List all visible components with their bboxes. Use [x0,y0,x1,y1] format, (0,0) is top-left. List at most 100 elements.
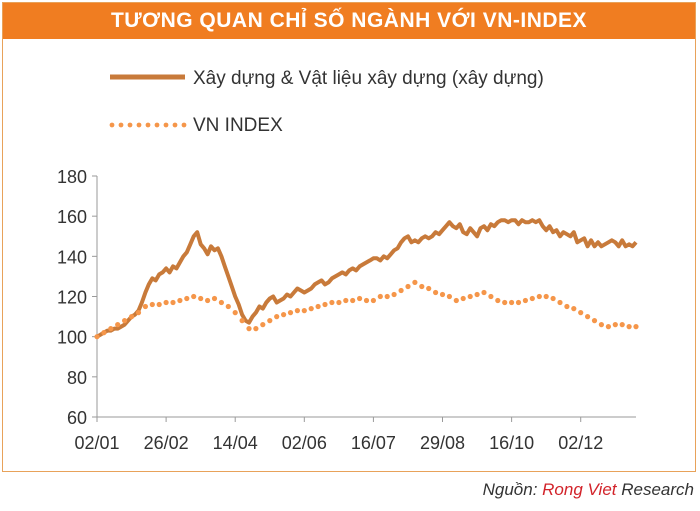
x-tick-label: 02/12 [558,433,603,453]
legend-dot [172,122,178,128]
vnindex-point [246,326,252,332]
vnindex-point [232,310,238,316]
title-bar: TƯƠNG QUAN CHỈ SỐ NGÀNH VỚI VN-INDEX [3,3,695,39]
vnindex-point [191,293,197,300]
vnindex-point [301,308,307,314]
vnindex-point [363,297,370,304]
vnindex-point [156,301,162,308]
vnindex-point [446,293,452,300]
vnindex-point [605,324,612,330]
vnindex-point [495,297,501,304]
vnindex-point [198,295,204,302]
legend-label-vnindex: VN INDEX [193,115,283,136]
vnindex-point [557,299,563,306]
vnindex-point [135,310,142,316]
vnindex-point [308,306,314,312]
vnindex-point [439,291,446,298]
vnindex-point [336,299,342,306]
series-line-construction [96,218,638,339]
vnindex-point [412,279,418,285]
legend-dot [154,122,160,128]
vnindex-point [536,293,542,300]
vnindex-point [108,326,114,332]
vnindex-point [149,301,155,308]
vnindex-point [294,308,300,314]
vnindex-point [460,295,466,302]
legend-dot [118,122,124,128]
vnindex-point [357,295,363,302]
vnindex-point [315,303,321,310]
series [94,218,639,340]
vnindex-point [225,303,231,310]
legend-line-dotted [109,122,187,128]
vnindex-point [550,295,556,302]
chart-title: TƯƠNG QUAN CHỈ SỐ NGÀNH VỚI VN-INDEX [110,9,588,32]
vnindex-point [322,301,328,308]
vnindex-point [626,324,632,330]
vnindex-point [509,299,515,306]
legend-dot [145,122,151,128]
vnindex-point [274,314,280,320]
vnindex-point [377,293,383,300]
y-tick-label: 140 [57,247,87,267]
vnindex-point [239,318,245,324]
vnindex-point [384,293,390,300]
y-tick-label: 180 [57,167,87,187]
vnindex-point [122,318,128,324]
vnindex-point [260,322,266,328]
x-tick-label: 29/08 [420,433,465,453]
vnindex-point [129,314,135,320]
vnindex-point [474,291,480,298]
vnindex-point [218,299,224,306]
source-prefix: Nguồn: [482,480,543,499]
vnindex-point [502,299,508,306]
legend-dot [163,122,169,128]
vnindex-point [419,283,425,290]
vnindex-point [453,297,459,304]
source-note: Nguồn: Rong Viet Research [483,480,694,500]
y-tick-label: 80 [67,368,87,388]
vnindex-point [591,318,598,324]
vnindex-point [205,297,211,304]
vnindex-point [529,295,535,302]
vnindex-point [405,283,411,290]
vnindex-point [253,326,259,332]
vnindex-point [571,306,577,312]
x-tick-label: 16/10 [489,433,534,453]
vnindex-point [170,299,176,306]
chart-frame: TƯƠNG QUAN CHỈ SỐ NGÀNH VỚI VN-INDEX [2,2,696,472]
series-vnindex [94,279,639,340]
vnindex-point [370,297,376,304]
vnindex-point [522,297,529,304]
legend-dot [181,122,187,128]
x-tick-label: 14/04 [213,433,258,453]
vnindex-point [391,291,397,298]
legend-dot [136,122,142,128]
legend-dot [127,122,133,128]
y-tick-label: 60 [67,408,87,428]
vnindex-point [578,310,584,316]
vnindex-point [281,312,287,318]
x-tick-label: 02/01 [74,433,119,453]
legend-dot [109,122,115,128]
axes [92,175,636,422]
vnindex-point [329,299,335,306]
vnindex-point [115,322,121,328]
vnindex-point [343,297,349,304]
vnindex-point [585,314,591,320]
legend: Xây dựng & Vật liệu xây dựng (xây dựng) … [109,68,544,136]
vnindex-point [101,330,107,336]
tick-labels: 60 80 100 120 140 160 180 02/01 26/02 14/04 02/06 1… [57,167,603,453]
y-tick-label: 100 [57,328,87,348]
vnindex-point [163,299,169,306]
legend-label-construction: Xây dựng & Vật liệu xây dựng (xây dựng) [193,68,544,89]
vnindex-point [211,295,218,302]
vnindex-point [598,322,605,328]
vnindex-point [633,324,639,330]
vnindex-point [619,322,625,328]
x-tick-label: 02/06 [282,433,327,453]
vnindex-point [177,297,183,304]
vnindex-point [287,310,294,316]
y-tick-label: 120 [57,288,87,308]
y-tick-label: 160 [57,207,87,227]
